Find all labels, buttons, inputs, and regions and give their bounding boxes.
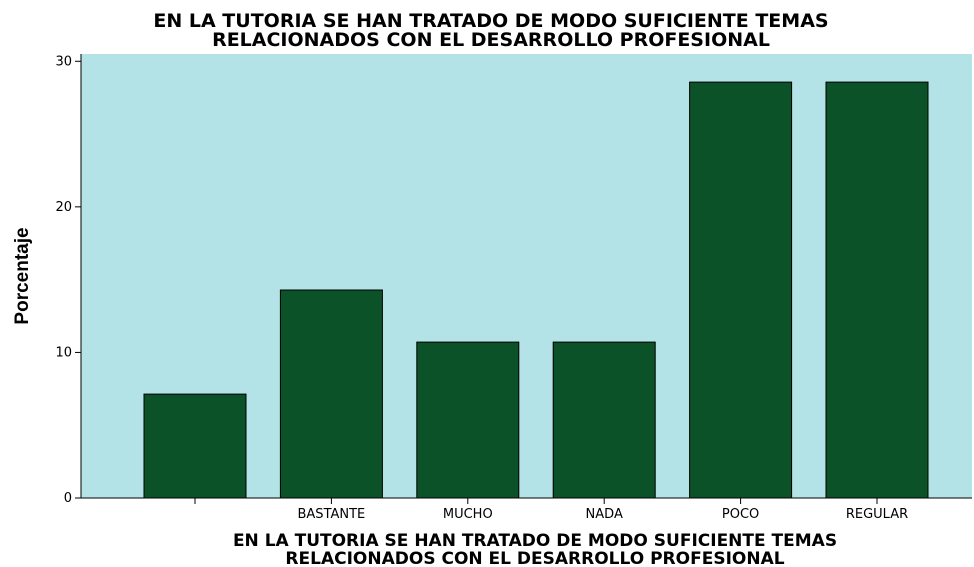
y-tick-label: 0 [64, 491, 72, 506]
x-tick-label: REGULAR [846, 507, 908, 522]
x-tick-label: NADA [586, 507, 623, 522]
bars-layer [143, 81, 929, 499]
y-tick-label: 10 [55, 345, 72, 360]
x-axis-label-line-1: EN LA TUTORIA SE HAN TRATADO DE MODO SUF… [233, 531, 837, 551]
x-ticks-layer: BASTANTE MUCHO NADA POCO REGULAR [194, 498, 908, 522]
bar-nada [552, 341, 656, 499]
bar-regular [825, 81, 929, 499]
bar-bastante [279, 289, 383, 499]
bar-blank [143, 393, 247, 499]
bar-poco [689, 81, 793, 499]
bar-mucho [416, 341, 520, 499]
x-tick-label: BASTANTE [298, 507, 366, 522]
y-tick-label: 20 [55, 200, 72, 215]
y-tick-label: 30 [55, 54, 72, 69]
chart-title-line-1: EN LA TUTORIA SE HAN TRATADO DE MODO SUF… [153, 10, 828, 32]
x-tick-label: MUCHO [443, 507, 493, 522]
x-tick-label: POCO [722, 507, 759, 522]
x-axis-label-line-2: RELACIONADOS CON EL DESARROLLO PROFESION… [285, 549, 784, 567]
y-axis-label: Porcentaje [12, 227, 33, 324]
chart-title-line-2: RELACIONADOS CON EL DESARROLLO PROFESION… [212, 29, 770, 51]
y-ticks-layer: 0 10 20 30 [55, 54, 81, 506]
